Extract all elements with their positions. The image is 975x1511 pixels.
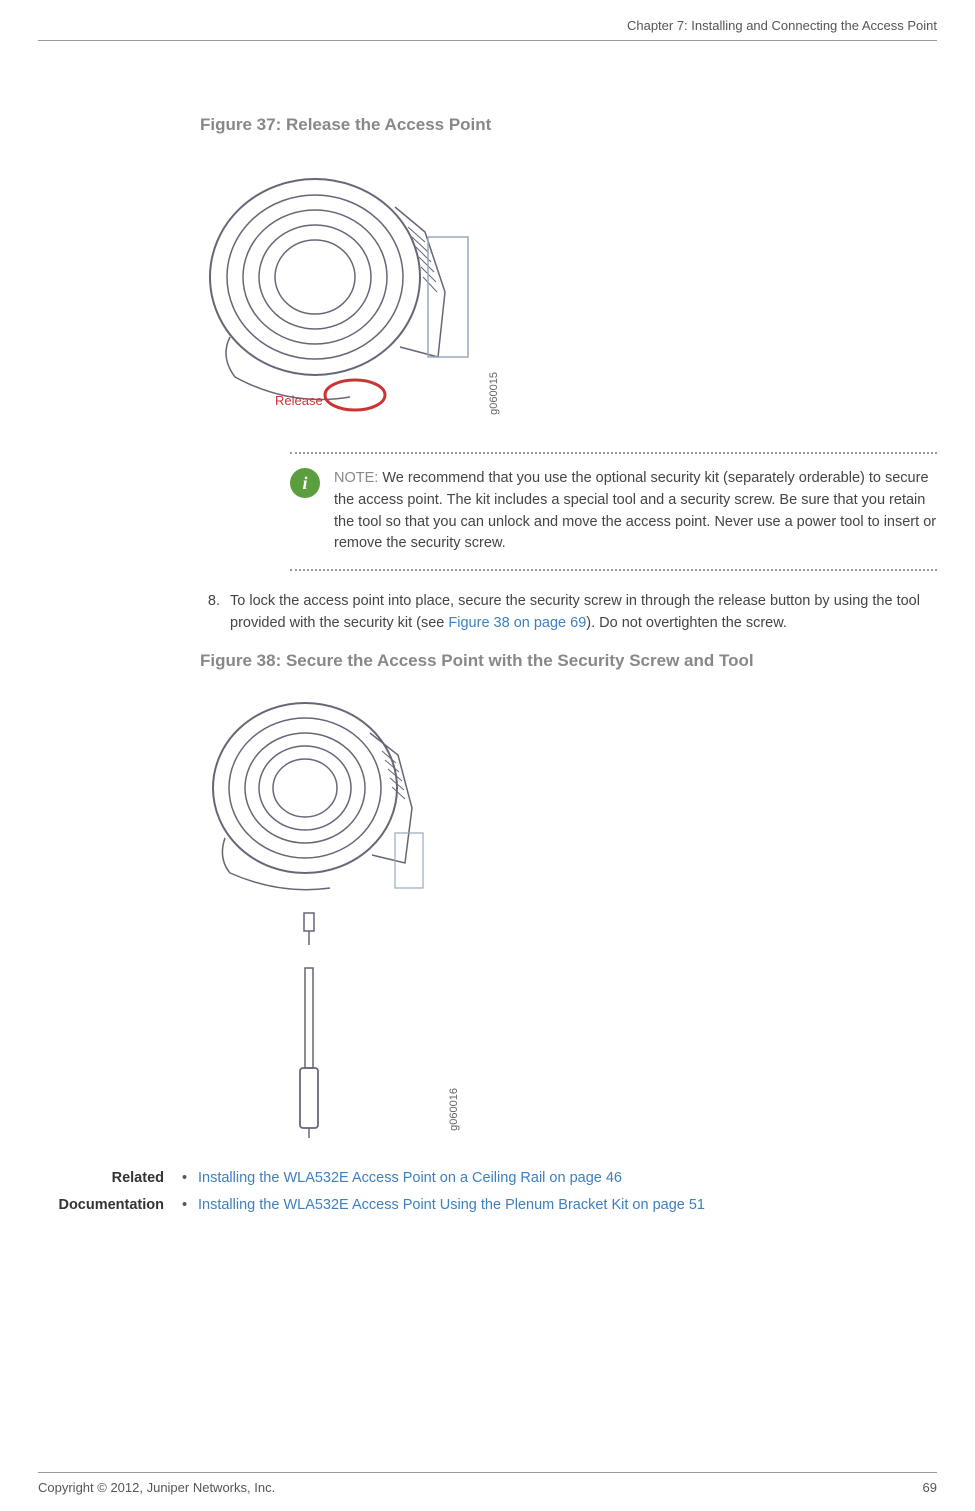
- note-label: NOTE:: [334, 470, 378, 486]
- note-body-text: We recommend that you use the optional s…: [334, 470, 936, 551]
- related-documentation: Related Documentation Installing the WLA…: [200, 1165, 937, 1220]
- related-list: Installing the WLA532E Access Point on a…: [182, 1165, 705, 1220]
- step-text: To lock the access point into place, sec…: [230, 591, 937, 635]
- figure-37-id: g060015: [488, 372, 500, 415]
- copyright: Copyright © 2012, Juniper Networks, Inc.: [38, 1480, 275, 1495]
- figure-38-link[interactable]: Figure 38 on page 69: [448, 615, 586, 631]
- figure-38-image: g060016: [200, 683, 937, 1143]
- related-link-1[interactable]: Installing the WLA532E Access Point on a…: [182, 1165, 705, 1193]
- step-text-after: ). Do not overtighten the screw.: [586, 615, 787, 631]
- step-number: 8.: [200, 591, 220, 635]
- step-8: 8. To lock the access point into place, …: [200, 591, 937, 635]
- note-block: i NOTE: We recommend that you use the op…: [290, 452, 937, 571]
- header-rule: [38, 40, 937, 41]
- figure-38-caption: Figure 38: Secure the Access Point with …: [200, 651, 937, 671]
- footer-rule: [38, 1472, 937, 1473]
- related-link-2[interactable]: Installing the WLA532E Access Point Usin…: [182, 1192, 705, 1220]
- page-number: 69: [923, 1480, 937, 1495]
- note-rule-bottom: [290, 569, 937, 571]
- access-point-diagram-2: [200, 683, 440, 1143]
- footer: Copyright © 2012, Juniper Networks, Inc.…: [38, 1480, 937, 1495]
- figure-37-image: Release g060015: [200, 147, 937, 427]
- figure-37-caption: Figure 37: Release the Access Point: [200, 115, 937, 135]
- related-label: Related Documentation: [57, 1165, 182, 1220]
- info-icon: i: [290, 468, 320, 498]
- chapter-header: Chapter 7: Installing and Connecting the…: [627, 18, 937, 33]
- main-content: Figure 37: Release the Access Point Rele…: [200, 115, 937, 1220]
- release-label: Release: [275, 393, 323, 408]
- note-rule-top: [290, 452, 937, 454]
- figure-38-id: g060016: [448, 1088, 460, 1131]
- access-point-diagram-1: Release: [200, 147, 480, 427]
- note-text: NOTE: We recommend that you use the opti…: [334, 468, 937, 555]
